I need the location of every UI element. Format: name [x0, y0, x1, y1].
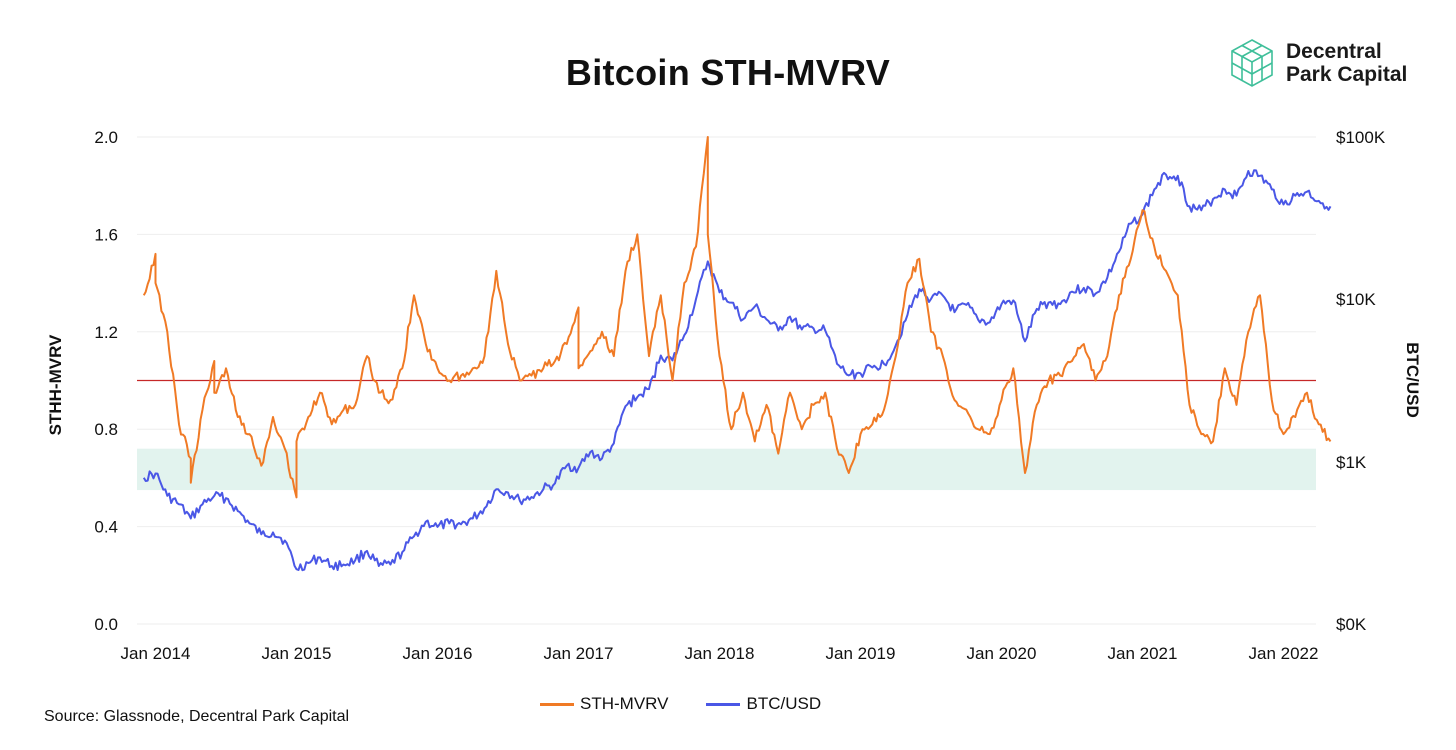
y-tick-label-right: $1K — [1336, 453, 1367, 472]
gridlines — [137, 136, 1316, 625]
legend-label-btc: BTC/USD — [746, 694, 822, 713]
y-tick-label-left: 2.0 — [94, 128, 118, 147]
x-tick-label: Jan 2021 — [1108, 644, 1178, 663]
logo-line-2: Park Capital — [1286, 63, 1408, 86]
x-tick-label: Jan 2020 — [967, 644, 1037, 663]
y-tick-label-left: 1.2 — [94, 323, 118, 342]
series-layer — [142, 136, 1332, 572]
legend-item-sth: STH-MVRV — [540, 694, 668, 714]
x-tick-label: Jan 2019 — [826, 644, 896, 663]
x-tick-label: Jan 2017 — [544, 644, 614, 663]
x-tick-label: Jan 2014 — [121, 644, 191, 663]
chart-title: Bitcoin STH-MVRV — [565, 52, 891, 93]
x-tick-label: Jan 2016 — [403, 644, 473, 663]
series-line-sth-mvrv — [142, 136, 1332, 499]
shaded-band-layer — [137, 448, 1316, 491]
y-tick-label-right: $100K — [1336, 128, 1386, 147]
brand-logo: Decentral Park Capital — [1230, 38, 1407, 88]
legend-item-btc: BTC/USD — [706, 694, 821, 714]
y-tick-label-right: $10K — [1336, 290, 1376, 309]
axis-labels: 0.0 0.4 0.8 1.2 1.6 2.0 $0K $1K $10K $100K Jan 201… — [94, 128, 1385, 663]
y-tick-label-right: $0K — [1336, 615, 1367, 634]
legend-swatch-sth — [540, 702, 574, 706]
source-note: Source: Glassnode, Decentral Park Capita… — [44, 708, 350, 725]
legend: STH-MVRV BTC/USD — [540, 694, 859, 714]
y-tick-label-left: 0.4 — [94, 518, 118, 537]
y-axis-label-right: BTC/USD — [1403, 342, 1422, 418]
y-tick-label-left: 1.6 — [94, 225, 118, 244]
shaded-band — [137, 448, 1316, 491]
x-tick-label: Jan 2022 — [1249, 644, 1319, 663]
legend-swatch-btc — [706, 702, 741, 706]
y-axis-label-left: STHH-MVRV — [46, 334, 65, 436]
cube-logo-icon — [1231, 39, 1273, 87]
x-tick-label: Jan 2015 — [262, 644, 332, 663]
x-tick-label: Jan 2018 — [685, 644, 755, 663]
y-tick-label-left: 0.0 — [94, 615, 118, 634]
legend-label-sth: STH-MVRV — [580, 694, 669, 713]
series-line-btc-usd — [142, 169, 1332, 572]
y-tick-label-left: 0.8 — [94, 420, 118, 439]
logo-line-1: Decentral — [1286, 40, 1382, 63]
